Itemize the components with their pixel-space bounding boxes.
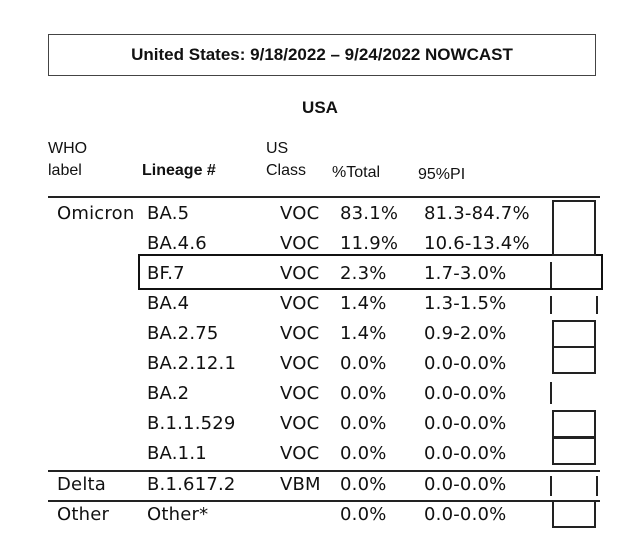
lineage-cell: B.1.617.2	[147, 474, 236, 495]
who-label-header-line2: label	[48, 162, 82, 179]
side-mark	[550, 382, 552, 404]
side-box	[552, 320, 596, 348]
side-mark	[550, 476, 552, 496]
who-label-header: WHO label	[48, 138, 87, 182]
side-mark	[596, 476, 598, 496]
pct-total-cell: 0.0%	[340, 413, 387, 434]
pi-cell: 81.3-84.7%	[424, 203, 530, 224]
lineage-cell: BA.5	[147, 203, 190, 224]
side-box	[552, 200, 596, 256]
lineage-cell: BA.4	[147, 293, 190, 314]
us-class-cell: VBM	[280, 474, 321, 495]
pi-cell: 0.9-2.0%	[424, 323, 507, 344]
pi-cell: 0.0-0.0%	[424, 474, 507, 495]
us-class-cell: VOC	[280, 443, 320, 464]
page-title: United States: 9/18/2022 – 9/24/2022 NOW…	[131, 45, 513, 64]
lineage-cell: BA.4.6	[147, 233, 207, 254]
pct-total-cell: 2.3%	[340, 263, 387, 284]
side-box	[552, 346, 596, 374]
us-class-header-line2: Class	[266, 162, 307, 179]
pct-total-cell: 0.0%	[340, 504, 387, 525]
lineage-cell: B.1.1.529	[147, 413, 236, 434]
pi-cell: 0.0-0.0%	[424, 413, 507, 434]
pi-cell: 10.6-13.4%	[424, 233, 530, 254]
pct-total-header: %Total	[332, 164, 381, 181]
lineage-cell: BA.2.75	[147, 323, 219, 344]
pct-total-cell: 11.9%	[340, 233, 399, 254]
us-class-cell: VOC	[280, 203, 320, 224]
pct-total-cell: 0.0%	[340, 383, 387, 404]
us-class-header: US Class	[266, 138, 306, 182]
us-class-cell: VOC	[280, 263, 320, 284]
us-class-cell: VOC	[280, 413, 320, 434]
pi-cell: 1.7-3.0%	[424, 263, 507, 284]
who-label-header-line1: WHO	[48, 140, 88, 157]
lineage-cell: Other*	[147, 504, 209, 525]
region-heading: USA	[302, 98, 338, 117]
side-mark	[550, 296, 552, 314]
us-class-cell: VOC	[280, 353, 320, 374]
us-class-cell: VOC	[280, 233, 320, 254]
us-class-cell: VOC	[280, 383, 320, 404]
pct-total-cell: 1.4%	[340, 293, 387, 314]
delta-rule	[48, 470, 600, 472]
who-label-cell: Other	[57, 504, 110, 525]
side-box	[552, 437, 596, 465]
pct-total-cell: 0.0%	[340, 474, 387, 495]
side-mark	[550, 262, 552, 288]
side-mark	[596, 296, 598, 314]
who-label-cell: Omicron	[57, 203, 135, 224]
us-class-header-line1: US	[266, 140, 289, 157]
pi-cell: 1.3-1.5%	[424, 293, 507, 314]
other-rule	[48, 500, 600, 502]
lineage-cell: BA.2.12.1	[147, 353, 237, 374]
lineage-header: Lineage #	[142, 162, 216, 179]
pct-total-cell: 0.0%	[340, 353, 387, 374]
side-box	[552, 500, 596, 528]
pct-total-cell: 0.0%	[340, 443, 387, 464]
pi-cell: 0.0-0.0%	[424, 443, 507, 464]
header-rule	[48, 196, 600, 198]
title-box: United States: 9/18/2022 – 9/24/2022 NOW…	[48, 34, 596, 76]
pi-cell: 0.0-0.0%	[424, 504, 507, 525]
lineage-cell: BA.1.1	[147, 443, 207, 464]
pct-total-cell: 83.1%	[340, 203, 399, 224]
pi-cell: 0.0-0.0%	[424, 353, 507, 374]
lineage-cell: BF.7	[147, 263, 185, 284]
pct-total-cell: 1.4%	[340, 323, 387, 344]
us-class-cell: VOC	[280, 293, 320, 314]
pi-cell: 0.0-0.0%	[424, 383, 507, 404]
pi-header: 95%PI	[418, 166, 466, 183]
highlight-box-bf7	[138, 254, 603, 290]
lineage-cell: BA.2	[147, 383, 190, 404]
who-label-cell: Delta	[57, 474, 107, 495]
us-class-cell: VOC	[280, 323, 320, 344]
side-box	[552, 410, 596, 438]
